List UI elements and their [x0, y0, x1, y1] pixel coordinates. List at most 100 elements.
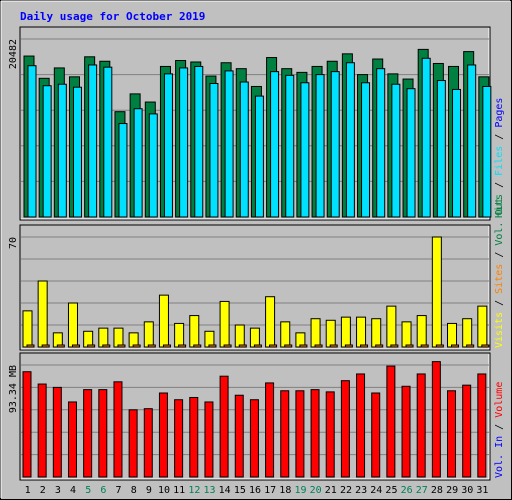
x-tick-label: 13: [203, 485, 215, 496]
bar-files: [254, 95, 264, 218]
bar-sites: [390, 344, 399, 348]
bar-sites: [132, 344, 141, 348]
bar-files: [391, 83, 401, 218]
bar-visits: [280, 321, 291, 348]
legend-top: Hits / Files / Pages: [494, 98, 505, 218]
bar-files: [361, 82, 371, 218]
x-tick-label: 24: [370, 485, 382, 496]
bar-sites: [117, 344, 126, 348]
x-tick-label: 19: [294, 485, 306, 496]
bar-files: [452, 88, 462, 218]
bar-visits: [356, 316, 367, 348]
bar-files: [72, 86, 82, 218]
bar-files: [376, 68, 386, 218]
y-max-label: 70: [8, 237, 19, 249]
x-tick-label: 17: [264, 485, 276, 496]
legend-item-volume: Volume: [494, 382, 505, 418]
bar-visits: [431, 236, 442, 348]
bar-files: [406, 88, 416, 218]
chart-title: Daily usage for October 2019: [20, 10, 205, 23]
x-tick-label: 23: [355, 485, 367, 496]
x-tick-label: 4: [70, 485, 76, 496]
bar-sites: [162, 344, 171, 348]
bar-volume: [295, 390, 305, 478]
bar-volume: [462, 384, 472, 478]
legend-separator: /: [494, 128, 505, 146]
bar-files: [209, 83, 219, 218]
bar-files: [194, 65, 204, 218]
bar-files: [103, 66, 113, 218]
bar-sites: [466, 344, 475, 348]
x-tick-label: 8: [131, 485, 137, 496]
bar-files: [179, 67, 189, 218]
legend-item-vol-out: Vol. Out: [494, 197, 505, 245]
legend-item-sites: Sites: [494, 264, 505, 294]
bar-sites: [314, 344, 323, 348]
bar-visits: [234, 324, 245, 348]
bar-volume: [371, 392, 381, 478]
bar-sites: [26, 344, 35, 348]
bar-sites: [420, 344, 429, 348]
bar-files: [42, 85, 52, 218]
bar-files: [436, 80, 446, 218]
bar-volume: [234, 394, 244, 478]
bar-sites: [253, 344, 262, 348]
bar-volume: [143, 408, 153, 478]
bar-volume: [386, 365, 396, 478]
legend-separator: /: [494, 294, 505, 312]
bar-volume: [98, 389, 108, 478]
y-max-label: 20482: [8, 39, 19, 69]
x-tick-label: 27: [416, 485, 428, 496]
bar-visits: [67, 302, 78, 348]
x-tick-label: 30: [461, 485, 473, 496]
bar-files: [163, 73, 173, 218]
x-tick-label: 31: [476, 485, 488, 496]
bar-volume: [356, 373, 366, 478]
x-tick-label: 12: [188, 485, 200, 496]
bar-files: [239, 81, 249, 218]
bar-volume: [325, 391, 335, 478]
bar-sites: [102, 344, 111, 348]
bar-visits: [98, 327, 109, 348]
bar-visits: [477, 305, 488, 348]
bar-visits: [174, 322, 185, 348]
x-tick-label: 15: [234, 485, 246, 496]
bar-sites: [451, 344, 460, 348]
bar-volume: [431, 361, 441, 478]
bar-volume: [113, 381, 123, 478]
bar-visits: [310, 318, 321, 348]
legend-bottom: Vol. In / Volume: [494, 382, 505, 478]
bar-sites: [71, 344, 80, 348]
bar-sites: [147, 344, 156, 348]
x-tick-label: 25: [385, 485, 397, 496]
x-tick-label: 3: [55, 485, 61, 496]
bar-visits: [113, 327, 124, 348]
bar-sites: [238, 344, 247, 348]
bar-sites: [284, 344, 293, 348]
legend-middle: Visits / Sites / Vol. Out: [494, 197, 505, 348]
bar-volume: [265, 382, 275, 478]
bar-sites: [269, 344, 278, 348]
bar-visits: [401, 321, 412, 348]
bar-files: [315, 74, 325, 218]
x-tick-label: 18: [279, 485, 291, 496]
x-tick-label: 21: [325, 485, 337, 496]
bar-visits: [371, 318, 382, 348]
bar-volume: [477, 373, 487, 478]
legend-item-pages: Pages: [494, 98, 505, 128]
bar-files: [27, 65, 37, 218]
x-tick-label: 10: [158, 485, 170, 496]
x-tick-label: 7: [116, 485, 122, 496]
x-tick-label: 22: [340, 485, 352, 496]
bar-volume: [280, 390, 290, 478]
legend-item-visits: Visits: [494, 312, 505, 348]
x-tick-label: 9: [146, 485, 152, 496]
bar-visits: [158, 294, 169, 348]
bar-sites: [435, 344, 444, 348]
bar-sites: [299, 344, 308, 348]
bar-visits: [340, 316, 351, 348]
bar-visits: [462, 318, 473, 348]
bar-files: [285, 74, 295, 218]
x-tick-label: 2: [40, 485, 46, 496]
